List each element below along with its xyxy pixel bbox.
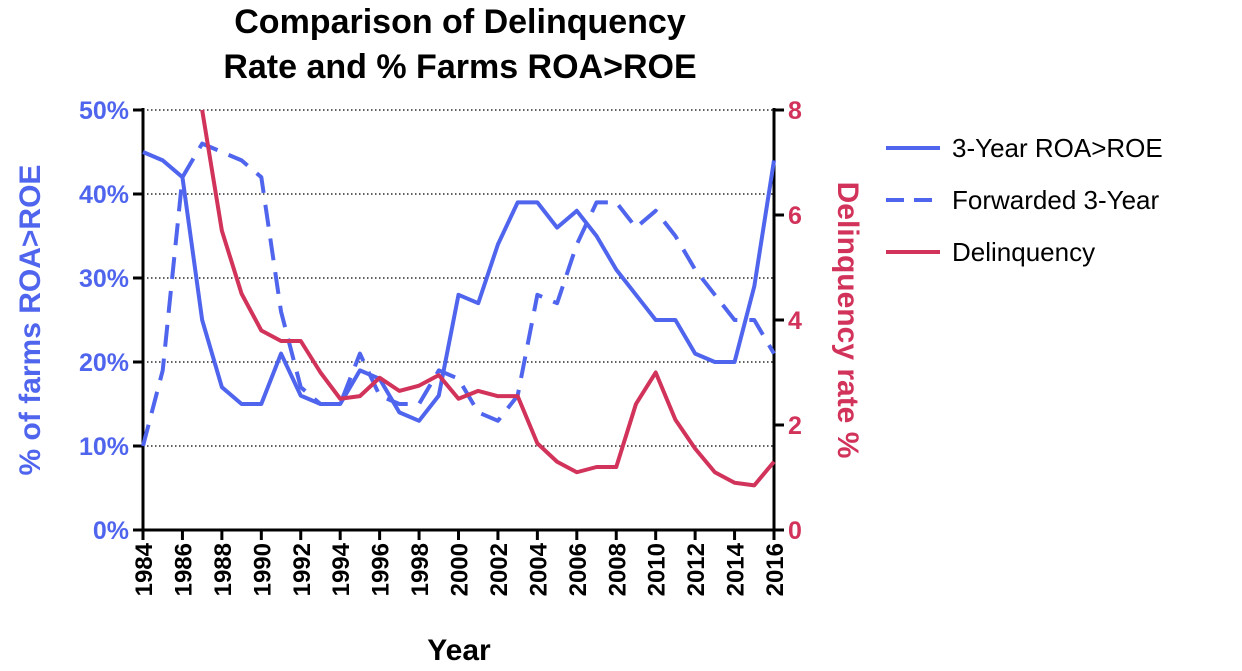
legend-label: Delinquency <box>952 237 1095 267</box>
x-tick-label: 2010 <box>644 543 671 596</box>
series-line <box>200 109 776 488</box>
x-tick-label: 1986 <box>170 543 197 596</box>
x-tick-label: 1994 <box>328 542 355 596</box>
x-tick-label: 2004 <box>525 542 552 596</box>
series-line <box>142 150 776 423</box>
x-tick-label: 1996 <box>368 543 395 596</box>
y2-tick-label: 0 <box>788 517 802 545</box>
y-axis-label: % of farms ROA>ROE <box>14 165 47 476</box>
y2-tick-label: 4 <box>788 307 802 335</box>
x-tick-label: 2016 <box>762 543 789 596</box>
y-tick-label: 30% <box>79 265 129 293</box>
y2-tick-label: 6 <box>788 202 802 230</box>
x-tick-label: 1990 <box>249 543 276 596</box>
chart-title: Comparison of Delinquency <box>234 3 686 41</box>
series-line <box>141 141 776 447</box>
chart-title: Rate and % Farms ROA>ROE <box>223 48 696 86</box>
x-tick-label: 2008 <box>604 543 631 596</box>
x-tick-label: 2000 <box>447 543 474 596</box>
x-axis-label: Year <box>427 634 491 666</box>
y2-tick-label: 2 <box>788 412 802 440</box>
y-tick-label: 10% <box>79 433 129 461</box>
x-tick-label: 1988 <box>210 543 237 596</box>
x-tick-label: 1998 <box>407 543 434 596</box>
x-tick-label: 2002 <box>486 543 513 596</box>
y-tick-label: 0% <box>93 517 129 545</box>
y2-axis-label: Delinquency rate % <box>831 182 864 459</box>
y-tick-label: 50% <box>79 97 129 125</box>
x-tick-label: 2014 <box>723 542 750 596</box>
x-tick-label: 1984 <box>131 542 158 596</box>
x-tick-label: 1992 <box>289 543 316 596</box>
y2-tick-label: 8 <box>788 97 802 125</box>
x-tick-label: 2006 <box>565 543 592 596</box>
x-tick-label: 2012 <box>683 543 710 596</box>
y-tick-label: 40% <box>79 181 129 209</box>
y-tick-label: 20% <box>79 349 129 377</box>
legend-label: Forwarded 3-Year <box>952 185 1159 215</box>
legend-label: 3-Year ROA>ROE <box>952 133 1163 163</box>
